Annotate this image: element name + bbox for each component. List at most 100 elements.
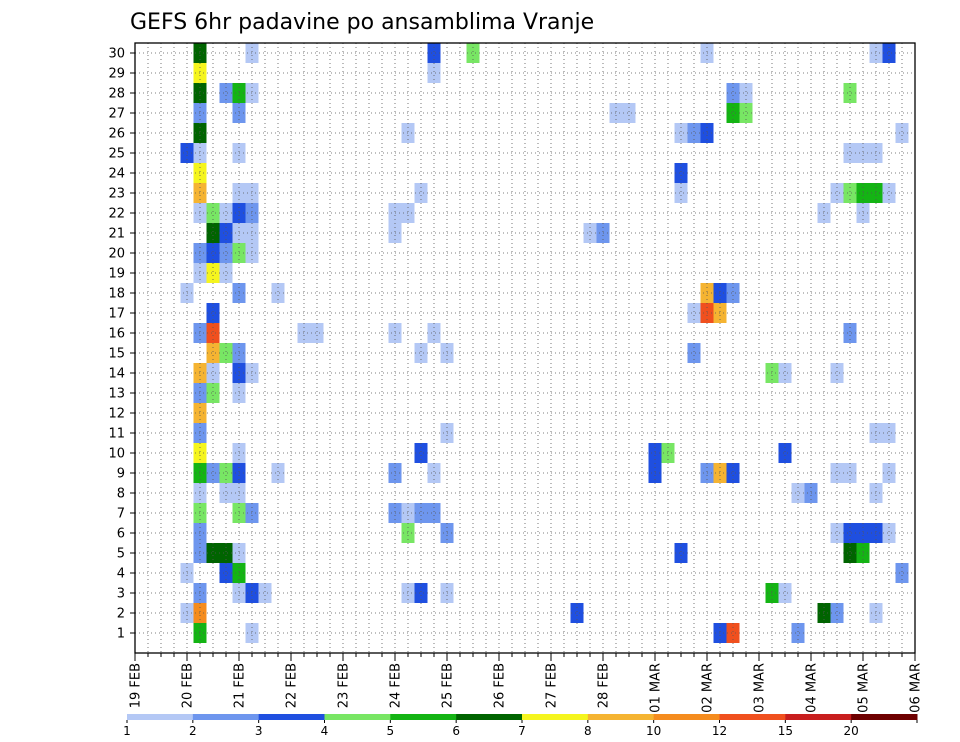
y-tick-label: 4 bbox=[117, 567, 125, 582]
y-tick-label: 16 bbox=[108, 327, 125, 342]
heatmap-cell bbox=[882, 523, 896, 543]
heatmap-cell bbox=[219, 343, 233, 363]
heatmap-cell bbox=[219, 83, 233, 103]
colorbar-label: 4 bbox=[321, 724, 329, 738]
heatmap-cell bbox=[687, 123, 701, 143]
heatmap-cell bbox=[674, 543, 688, 563]
x-tick-label: 19 FEB bbox=[129, 663, 144, 708]
x-tick-label: 20 FEB bbox=[181, 663, 196, 708]
y-tick-label: 6 bbox=[117, 527, 125, 542]
colorbar-swatch bbox=[653, 714, 720, 720]
grid-lines bbox=[135, 43, 915, 653]
heatmap-cell bbox=[830, 363, 844, 383]
x-tick-label: 26 FEB bbox=[493, 663, 508, 708]
heatmap-cell bbox=[206, 243, 220, 263]
y-tick-label: 20 bbox=[108, 247, 125, 262]
x-tick-label: 23 FEB bbox=[337, 663, 352, 708]
colorbar-swatch bbox=[851, 714, 918, 720]
heatmap-cell bbox=[778, 363, 792, 383]
heatmap-cell bbox=[271, 283, 285, 303]
x-tick-label: 25 FEB bbox=[441, 663, 456, 708]
heatmap-cell bbox=[726, 463, 740, 483]
colorbar-label: 12 bbox=[712, 724, 727, 738]
heatmap-cell bbox=[882, 183, 896, 203]
heatmap-cell bbox=[427, 43, 441, 63]
colorbar-label: 1 bbox=[123, 724, 131, 738]
colorbar-swatch bbox=[456, 714, 523, 720]
y-tick-label: 27 bbox=[108, 107, 125, 122]
heatmap-cell bbox=[570, 603, 584, 623]
y-tick-label: 9 bbox=[117, 467, 125, 482]
y-tick-label: 2 bbox=[117, 607, 125, 622]
heatmap-cell bbox=[206, 383, 220, 403]
heatmap-cell bbox=[687, 303, 701, 323]
x-tick-label: 04 MAR bbox=[805, 663, 820, 713]
colorbar-swatch bbox=[719, 714, 786, 720]
y-tick-label: 13 bbox=[108, 387, 125, 402]
heatmap-cell bbox=[206, 543, 220, 563]
heatmap-cell bbox=[843, 183, 857, 203]
heatmap-cell bbox=[414, 443, 428, 463]
y-tick-label: 3 bbox=[117, 587, 125, 602]
y-tick-label: 17 bbox=[108, 307, 125, 322]
heatmap-cell bbox=[206, 223, 220, 243]
colorbar-label: 2 bbox=[189, 724, 197, 738]
x-tick-label: 28 FEB bbox=[597, 663, 612, 708]
x-tick-label: 01 MAR bbox=[649, 663, 664, 713]
heatmap-cell bbox=[427, 63, 441, 83]
heatmap-cell bbox=[414, 343, 428, 363]
heatmap-cell bbox=[427, 503, 441, 523]
heatmap-cell bbox=[583, 223, 597, 243]
heatmap-cell bbox=[843, 543, 857, 563]
y-tick-label: 8 bbox=[117, 487, 125, 502]
heatmap-cell bbox=[219, 243, 233, 263]
y-tick-label: 22 bbox=[108, 207, 125, 222]
y-tick-label: 25 bbox=[108, 147, 125, 162]
colorbar: 1 2 3 4 5 6 7 8 10 12 15 20 bbox=[123, 714, 918, 738]
heatmap-cell bbox=[414, 183, 428, 203]
y-tick-label: 24 bbox=[108, 167, 125, 182]
heatmap-cell bbox=[271, 463, 285, 483]
heatmap-cell bbox=[206, 363, 220, 383]
heatmap-cell bbox=[830, 463, 844, 483]
colorbar-label: 6 bbox=[452, 724, 460, 738]
colorbar-swatch bbox=[587, 714, 655, 720]
colorbar-label: 20 bbox=[844, 724, 859, 738]
heatmap-cell bbox=[895, 123, 909, 143]
y-axis: 1234567891011121314151617181920212223242… bbox=[108, 47, 135, 642]
x-tick-label: 22 FEB bbox=[285, 663, 300, 708]
colorbar-swatch bbox=[192, 714, 260, 720]
y-tick-label: 11 bbox=[108, 427, 125, 442]
y-tick-label: 12 bbox=[108, 407, 125, 422]
y-tick-label: 23 bbox=[108, 187, 125, 202]
heatmap-cell bbox=[843, 463, 857, 483]
heatmap-cell bbox=[843, 323, 857, 343]
heatmap-cell bbox=[882, 423, 896, 443]
y-tick-label: 10 bbox=[108, 447, 125, 462]
y-tick-label: 15 bbox=[108, 347, 125, 362]
heatmap-cell bbox=[726, 283, 740, 303]
chart-title: GEFS 6hr padavine po ansamblima Vranje bbox=[130, 10, 594, 35]
colorbar-label: 10 bbox=[646, 724, 661, 738]
heatmap-cell bbox=[791, 483, 805, 503]
colorbar-label: 7 bbox=[518, 724, 526, 738]
x-tick-label: 27 FEB bbox=[545, 663, 560, 708]
heatmap-cell bbox=[219, 463, 233, 483]
x-axis: 19 FEB 20 FEB 21 FEB 22 FEB 23 FEB 24 FEB 25 F… bbox=[129, 653, 924, 713]
heatmap-cell bbox=[726, 103, 740, 123]
heatmap-cell bbox=[843, 143, 857, 163]
y-tick-label: 29 bbox=[108, 67, 125, 82]
heatmap-cell bbox=[206, 323, 220, 343]
heatmap-cell bbox=[206, 263, 220, 283]
x-tick-label: 24 FEB bbox=[389, 663, 404, 708]
y-tick-label: 14 bbox=[108, 367, 125, 382]
x-tick-label: 03 MAR bbox=[753, 663, 768, 713]
heatmap-cell bbox=[219, 263, 233, 283]
heatmap-cell bbox=[219, 223, 233, 243]
heatmap-cell bbox=[674, 183, 688, 203]
heatmap-cell bbox=[206, 303, 220, 323]
heatmap-cell bbox=[778, 443, 792, 463]
x-tick-label: 06 MAR bbox=[909, 663, 924, 713]
colorbar-swatch bbox=[324, 714, 391, 720]
